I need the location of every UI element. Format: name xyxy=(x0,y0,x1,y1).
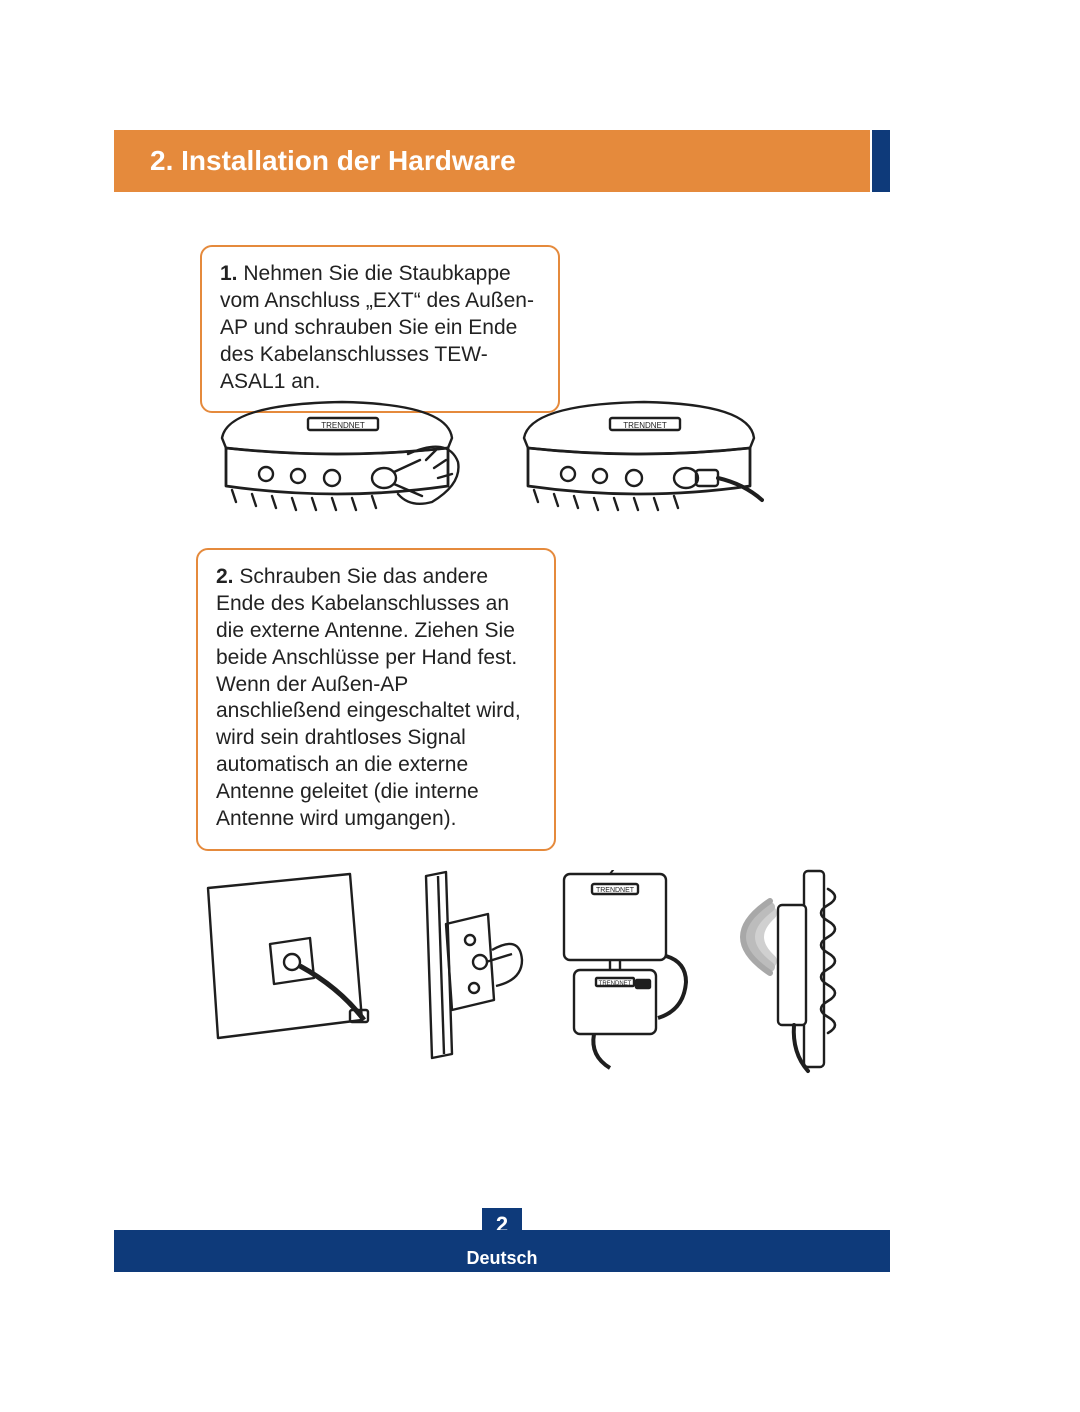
step-1-text: 1. Nehmen Sie die Staubkappe vom Anschlu… xyxy=(200,245,560,413)
illustration-antenna-panel xyxy=(200,870,370,1050)
page-language-label: Deutsch xyxy=(466,1248,537,1269)
illustration-pole-bracket xyxy=(384,870,524,1060)
section-header-tab xyxy=(872,130,890,192)
illustration-assembled-unit: TRENDNET TRENDNET xyxy=(540,870,690,1070)
step-1-number: 1. xyxy=(220,262,238,285)
brand-label: TRENDNET xyxy=(596,887,635,894)
page-footer: 2 Deutsch xyxy=(114,1230,890,1272)
step-2-body: Schrauben Sie das andere Ende des Kabela… xyxy=(216,565,521,830)
brand-label: TRENDNET xyxy=(599,981,632,987)
step-2-text: 2. Schrauben Sie das andere Ende des Kab… xyxy=(196,548,556,851)
illustration-side-waves xyxy=(700,865,870,1075)
document-page: 2. Installation der Hardware 1. Nehmen S… xyxy=(0,0,1080,1412)
brand-label: TRENDNET xyxy=(623,421,667,430)
step-1-body: Nehmen Sie die Staubkappe vom Anschluss … xyxy=(220,262,534,393)
illustration-ap-hand: TRENDNET xyxy=(212,390,462,530)
brand-label: TRENDNET xyxy=(321,421,365,430)
section-header-bar: 2. Installation der Hardware xyxy=(114,130,870,192)
section-header: 2. Installation der Hardware xyxy=(114,130,890,192)
page-footer-bar: Deutsch xyxy=(114,1230,890,1272)
step-2-number: 2. xyxy=(216,565,234,588)
illustration-ap-cable: TRENDNET xyxy=(514,390,764,530)
